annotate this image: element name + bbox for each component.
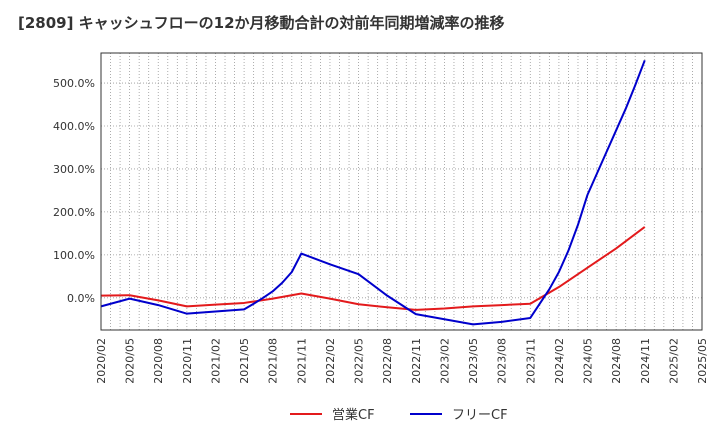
y-axis-ticks: 0.0% 100.0% 200.0% 300.0% 400.0% 500.0% <box>53 77 95 305</box>
x-tick-label: 2023/11 <box>524 338 537 384</box>
x-tick-label: 2021/08 <box>267 338 280 384</box>
x-axis-ticks: 2020/02 2020/05 2020/08 2020/11 2021/02 2021/… <box>95 338 709 384</box>
x-tick-label: 2021/02 <box>209 338 222 384</box>
x-tick-label: 2020/02 <box>95 338 108 384</box>
series-line <box>100 59 646 326</box>
x-tick-label: 2023/02 <box>438 338 451 384</box>
x-tick-label: 2020/11 <box>181 338 194 384</box>
legend-label: フリーCF <box>452 408 508 423</box>
series-lines <box>100 59 646 326</box>
x-tick-label: 2022/11 <box>410 338 423 384</box>
x-tick-label: 2024/11 <box>639 338 652 384</box>
y-tick-label: 0.0% <box>67 292 95 305</box>
x-tick-label: 2023/08 <box>496 338 509 384</box>
x-tick-label: 2024/02 <box>553 338 566 384</box>
plot-background <box>101 53 702 330</box>
plot-frame <box>100 52 703 331</box>
chart-title: [2809] キャッシュフローの12か月移動合計の対前年同期増減率の推移 <box>18 14 505 32</box>
y-tick-label: 200.0% <box>53 206 95 219</box>
x-tick-label: 2022/05 <box>353 338 366 384</box>
x-tick-label: 2025/02 <box>667 338 680 384</box>
x-tick-label: 2024/08 <box>610 338 623 384</box>
x-tick-label: 2021/11 <box>295 338 308 384</box>
x-tick-label: 2024/05 <box>582 338 595 384</box>
x-tick-label: 2021/05 <box>238 338 251 384</box>
x-tick-label: 2023/05 <box>467 338 480 384</box>
legend-label: 営業CF <box>332 407 375 423</box>
x-tick-label: 2025/05 <box>696 338 709 384</box>
y-tick-label: 100.0% <box>53 249 95 262</box>
legend: 営業CF フリーCF <box>290 407 508 423</box>
x-tick-label: 2022/02 <box>324 338 337 384</box>
x-tick-label: 2020/05 <box>124 338 137 384</box>
x-tick-label: 2020/08 <box>152 338 165 384</box>
y-tick-label: 500.0% <box>53 77 95 90</box>
y-tick-label: 400.0% <box>53 120 95 133</box>
series-line <box>100 226 646 311</box>
y-tick-label: 300.0% <box>53 163 95 176</box>
x-tick-label: 2022/08 <box>381 338 394 384</box>
